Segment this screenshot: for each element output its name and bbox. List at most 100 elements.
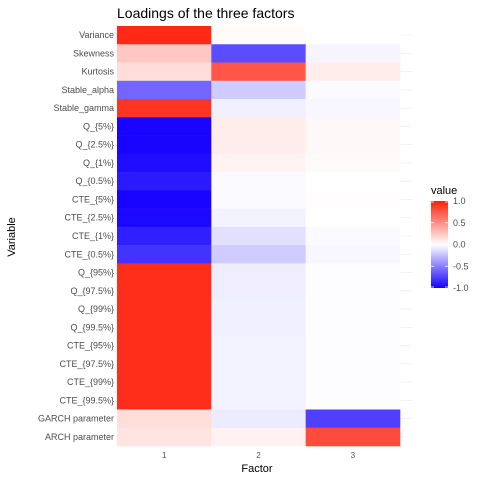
y-tick-label: Q_{0.5%} — [75, 176, 114, 186]
heatmap-cell — [305, 226, 401, 246]
heatmap-cell — [117, 153, 212, 173]
heatmap-cell — [211, 208, 306, 228]
y-tick-label: GARCH parameter — [38, 414, 114, 424]
y-tick-label: CTE_{99.5%} — [59, 395, 114, 405]
heatmap-cell — [117, 172, 212, 191]
heatmap-cell — [211, 153, 306, 173]
heatmap-cells — [117, 26, 401, 447]
legend-tick-label: 0.0 — [453, 240, 466, 250]
y-tick-label: Q_{1%} — [83, 158, 114, 168]
y-tick-label: CTE_{99%} — [67, 377, 114, 387]
y-tick-label: CTE_{5%} — [72, 194, 114, 204]
heatmap-cell — [305, 354, 401, 374]
legend-color-bar — [431, 201, 448, 288]
y-tick-label: CTE_{95%} — [67, 341, 114, 351]
heatmap-cell — [305, 190, 401, 209]
heatmap-cell — [211, 263, 306, 282]
legend-tick-label: 0.5 — [453, 218, 466, 228]
heatmap-cell — [305, 299, 401, 319]
heatmap-cell — [211, 26, 306, 45]
heatmap-cell — [211, 135, 306, 155]
y-tick-label: Kurtosis — [81, 67, 114, 77]
y-tick-label: Stable_alpha — [61, 85, 114, 95]
heatmap-cell — [305, 80, 401, 100]
heatmap-cell — [305, 427, 401, 447]
heatmap-cell — [117, 80, 212, 100]
heatmap-cell — [211, 391, 306, 410]
heatmap-cell — [117, 135, 212, 155]
heatmap-cell — [211, 336, 306, 355]
heatmap-cell — [117, 99, 212, 118]
heatmap-cell — [117, 318, 212, 337]
y-tick-label: CTE_{1%} — [72, 231, 114, 241]
heatmap-cell — [305, 281, 401, 301]
x-tick-label: 2 — [256, 451, 261, 460]
heatmap-cell — [117, 62, 212, 82]
heatmap-cell — [305, 391, 401, 410]
heatmap-cell — [305, 172, 401, 191]
color-legend: value 1.0 0.5 0.0 -0.5 -1.0 — [431, 185, 469, 293]
x-axis-title: Factor — [241, 463, 273, 475]
x-tick-label: 1 — [162, 451, 167, 460]
heatmap-cell — [211, 409, 306, 429]
y-tick-label: CTE_{0.5%} — [64, 249, 114, 259]
heatmap-cell — [117, 372, 212, 392]
heatmap-cell — [117, 245, 212, 264]
heatmap-cell — [211, 427, 306, 447]
y-tick-label: Q_{5%} — [83, 121, 114, 131]
legend-tick-label: -0.5 — [453, 261, 469, 271]
y-tick-label: Q_{97.5%} — [70, 286, 114, 296]
heatmap-cell — [117, 281, 212, 301]
x-tick-labels: 1 2 3 — [162, 451, 356, 460]
heatmap-cell — [305, 62, 401, 82]
heatmap-cell — [305, 245, 401, 264]
heatmap-cell — [211, 190, 306, 209]
y-tick-label: Variance — [79, 30, 114, 40]
heatmap-cell — [305, 153, 401, 173]
heatmap-cell — [211, 99, 306, 118]
heatmap-cell — [305, 135, 401, 155]
heatmap-cell — [305, 336, 401, 355]
heatmap-cell — [117, 226, 212, 246]
heatmap-cell — [117, 354, 212, 374]
heatmap-cell — [211, 281, 306, 301]
legend-tick-label: -1.0 — [453, 283, 469, 293]
heatmap-cell — [305, 208, 401, 228]
heatmap-cell — [305, 318, 401, 337]
heatmap-cell — [117, 263, 212, 282]
y-tick-label: Q_{95%} — [78, 268, 114, 278]
heatmap-cell — [305, 44, 401, 63]
y-tick-label: ARCH parameter — [45, 432, 114, 442]
heatmap-cell — [211, 245, 306, 264]
y-tick-label: CTE_{97.5%} — [59, 359, 114, 369]
y-tick-label: Q_{99%} — [78, 304, 114, 314]
heatmap-cell — [305, 263, 401, 282]
legend-tick-label: 1.0 — [453, 196, 466, 206]
heatmap-cell — [117, 117, 212, 136]
legend-title: value — [431, 185, 457, 197]
heatmap-cell — [211, 44, 306, 63]
heatmap-cell — [305, 409, 401, 429]
heatmap-cell — [211, 80, 306, 100]
heatmap-cell — [211, 226, 306, 246]
heatmap-cell — [117, 190, 212, 209]
y-tick-label: Stable_gamma — [53, 103, 114, 113]
y-tick-label: CTE_{2.5%} — [64, 213, 114, 223]
heatmap-cell — [305, 117, 401, 136]
heatmap-cell — [117, 427, 212, 447]
chart-title: Loadings of the three factors — [117, 5, 294, 21]
heatmap-cell — [211, 62, 306, 82]
heatmap-cell — [117, 299, 212, 319]
heatmap-cell — [305, 372, 401, 392]
heatmap-cell — [211, 372, 306, 392]
heatmap-cell — [211, 117, 306, 136]
heatmap-cell — [211, 318, 306, 337]
heatmap-cell — [117, 336, 212, 355]
heatmap-cell — [117, 391, 212, 410]
heatmap-cell — [117, 208, 212, 228]
y-axis-title: Variable — [6, 217, 18, 257]
heatmap-cell — [117, 409, 212, 429]
heatmap-cell — [117, 26, 212, 45]
y-tick-label: Q_{2.5%} — [75, 140, 114, 150]
